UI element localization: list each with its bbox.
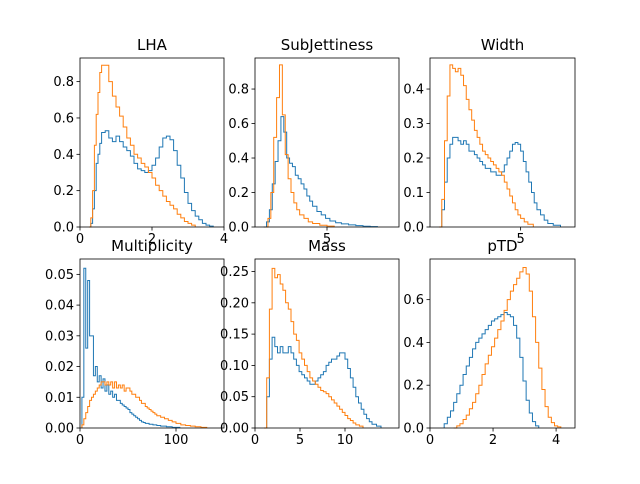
x-tick-label: 100 bbox=[164, 433, 189, 448]
y-tick-label: 0.1 bbox=[403, 186, 424, 201]
subplot-mass: 0 5 10 0.00 0.05 0.10 0.15 0.20 0.25 Mass bbox=[220, 237, 400, 448]
y-tick-label: 0.8 bbox=[53, 75, 74, 90]
subplot-width: 5 0.0 0.1 0.2 0.3 0.4 Width bbox=[403, 36, 576, 247]
y-tick-label: 0.03 bbox=[45, 329, 74, 344]
histogram-series-orange bbox=[264, 267, 364, 429]
subplot-title: pTD bbox=[487, 237, 517, 255]
y-tick-label: 0.15 bbox=[220, 328, 249, 343]
histogram-series-blue bbox=[264, 336, 382, 429]
subplot-lha: 0 2 4 0.0 0.2 0.4 0.6 0.8 LHA bbox=[53, 36, 228, 247]
axes-frame bbox=[79, 258, 225, 429]
histogram-series-blue bbox=[81, 267, 181, 428]
y-tick-label: 0.6 bbox=[403, 293, 424, 308]
y-tick-label: 0.20 bbox=[220, 296, 249, 311]
x-tick-label: 5 bbox=[296, 433, 304, 448]
x-tick-label: 4 bbox=[220, 232, 228, 247]
y-tick-label: 0.2 bbox=[403, 379, 424, 394]
histogram-series-blue bbox=[263, 116, 378, 228]
x-tick-label: 5 bbox=[516, 232, 524, 247]
y-tick-label: 0.05 bbox=[220, 390, 249, 405]
y-tick-label: 0.0 bbox=[403, 221, 424, 236]
y-tick-label: 0.00 bbox=[45, 422, 74, 437]
axes-frame bbox=[254, 258, 400, 429]
histogram-series-orange bbox=[265, 64, 335, 228]
y-tick-label: 0.04 bbox=[45, 299, 74, 314]
axes-frame bbox=[254, 57, 400, 228]
subplot-title: Width bbox=[481, 36, 525, 54]
y-tick-label: 0.3 bbox=[403, 117, 424, 132]
y-tick-label: 0.2 bbox=[403, 152, 424, 167]
subplot-ptd: 0 2 4 0.0 0.2 0.4 0.6 pTD bbox=[403, 237, 576, 448]
y-tick-label: 0.2 bbox=[53, 184, 74, 199]
y-tick-label: 0.01 bbox=[45, 391, 74, 406]
histogram-series-orange bbox=[81, 381, 208, 428]
y-tick-label: 0.0 bbox=[53, 221, 74, 236]
x-tick-label: 2 bbox=[148, 232, 156, 247]
y-tick-label: 0.0 bbox=[228, 221, 249, 236]
y-tick-label: 0.00 bbox=[220, 422, 249, 437]
subplot-title: Mass bbox=[308, 237, 346, 255]
y-tick-label: 0.0 bbox=[403, 422, 424, 437]
axes-frame bbox=[429, 57, 576, 228]
x-tick-label: 2 bbox=[489, 433, 497, 448]
subplot-title: LHA bbox=[137, 36, 168, 54]
histogram-series-orange bbox=[453, 267, 562, 429]
subplot-title: SubJettiness bbox=[281, 36, 374, 54]
x-tick-label: 0 bbox=[76, 232, 84, 247]
x-tick-label: 0 bbox=[426, 433, 434, 448]
subplot-subjettiness: 5 0.0 0.2 0.4 0.6 0.8 SubJettiness bbox=[228, 36, 400, 247]
histogram-series-blue bbox=[443, 311, 540, 428]
histogram-series-blue bbox=[89, 130, 214, 228]
x-tick-label: 0 bbox=[251, 433, 259, 448]
subplot-multiplicity: 0 100 0.00 0.01 0.02 0.03 0.04 0.05 Multiplicity bbox=[45, 237, 225, 448]
y-tick-label: 0.6 bbox=[53, 111, 74, 126]
y-tick-label: 0.4 bbox=[403, 83, 424, 98]
y-tick-label: 0.6 bbox=[228, 117, 249, 132]
y-tick-label: 0.4 bbox=[403, 336, 424, 351]
x-tick-label: 5 bbox=[323, 232, 331, 247]
y-tick-label: 0.8 bbox=[228, 83, 249, 98]
x-tick-label: 10 bbox=[337, 433, 354, 448]
y-tick-label: 0.05 bbox=[45, 268, 74, 283]
y-tick-label: 0.02 bbox=[45, 360, 74, 375]
histogram-series-orange bbox=[439, 64, 534, 228]
y-tick-label: 0.4 bbox=[228, 152, 249, 167]
y-tick-label: 0.10 bbox=[220, 359, 249, 374]
subplot-title: Multiplicity bbox=[111, 237, 193, 255]
histogram-series-orange bbox=[89, 64, 196, 228]
y-tick-label: 0.25 bbox=[220, 265, 249, 280]
y-tick-label: 0.4 bbox=[53, 148, 74, 163]
axes-frame bbox=[429, 258, 576, 429]
histogram-series-blue bbox=[439, 136, 561, 228]
y-tick-label: 0.2 bbox=[228, 186, 249, 201]
x-tick-label: 0 bbox=[76, 433, 84, 448]
x-tick-label: 4 bbox=[552, 433, 560, 448]
